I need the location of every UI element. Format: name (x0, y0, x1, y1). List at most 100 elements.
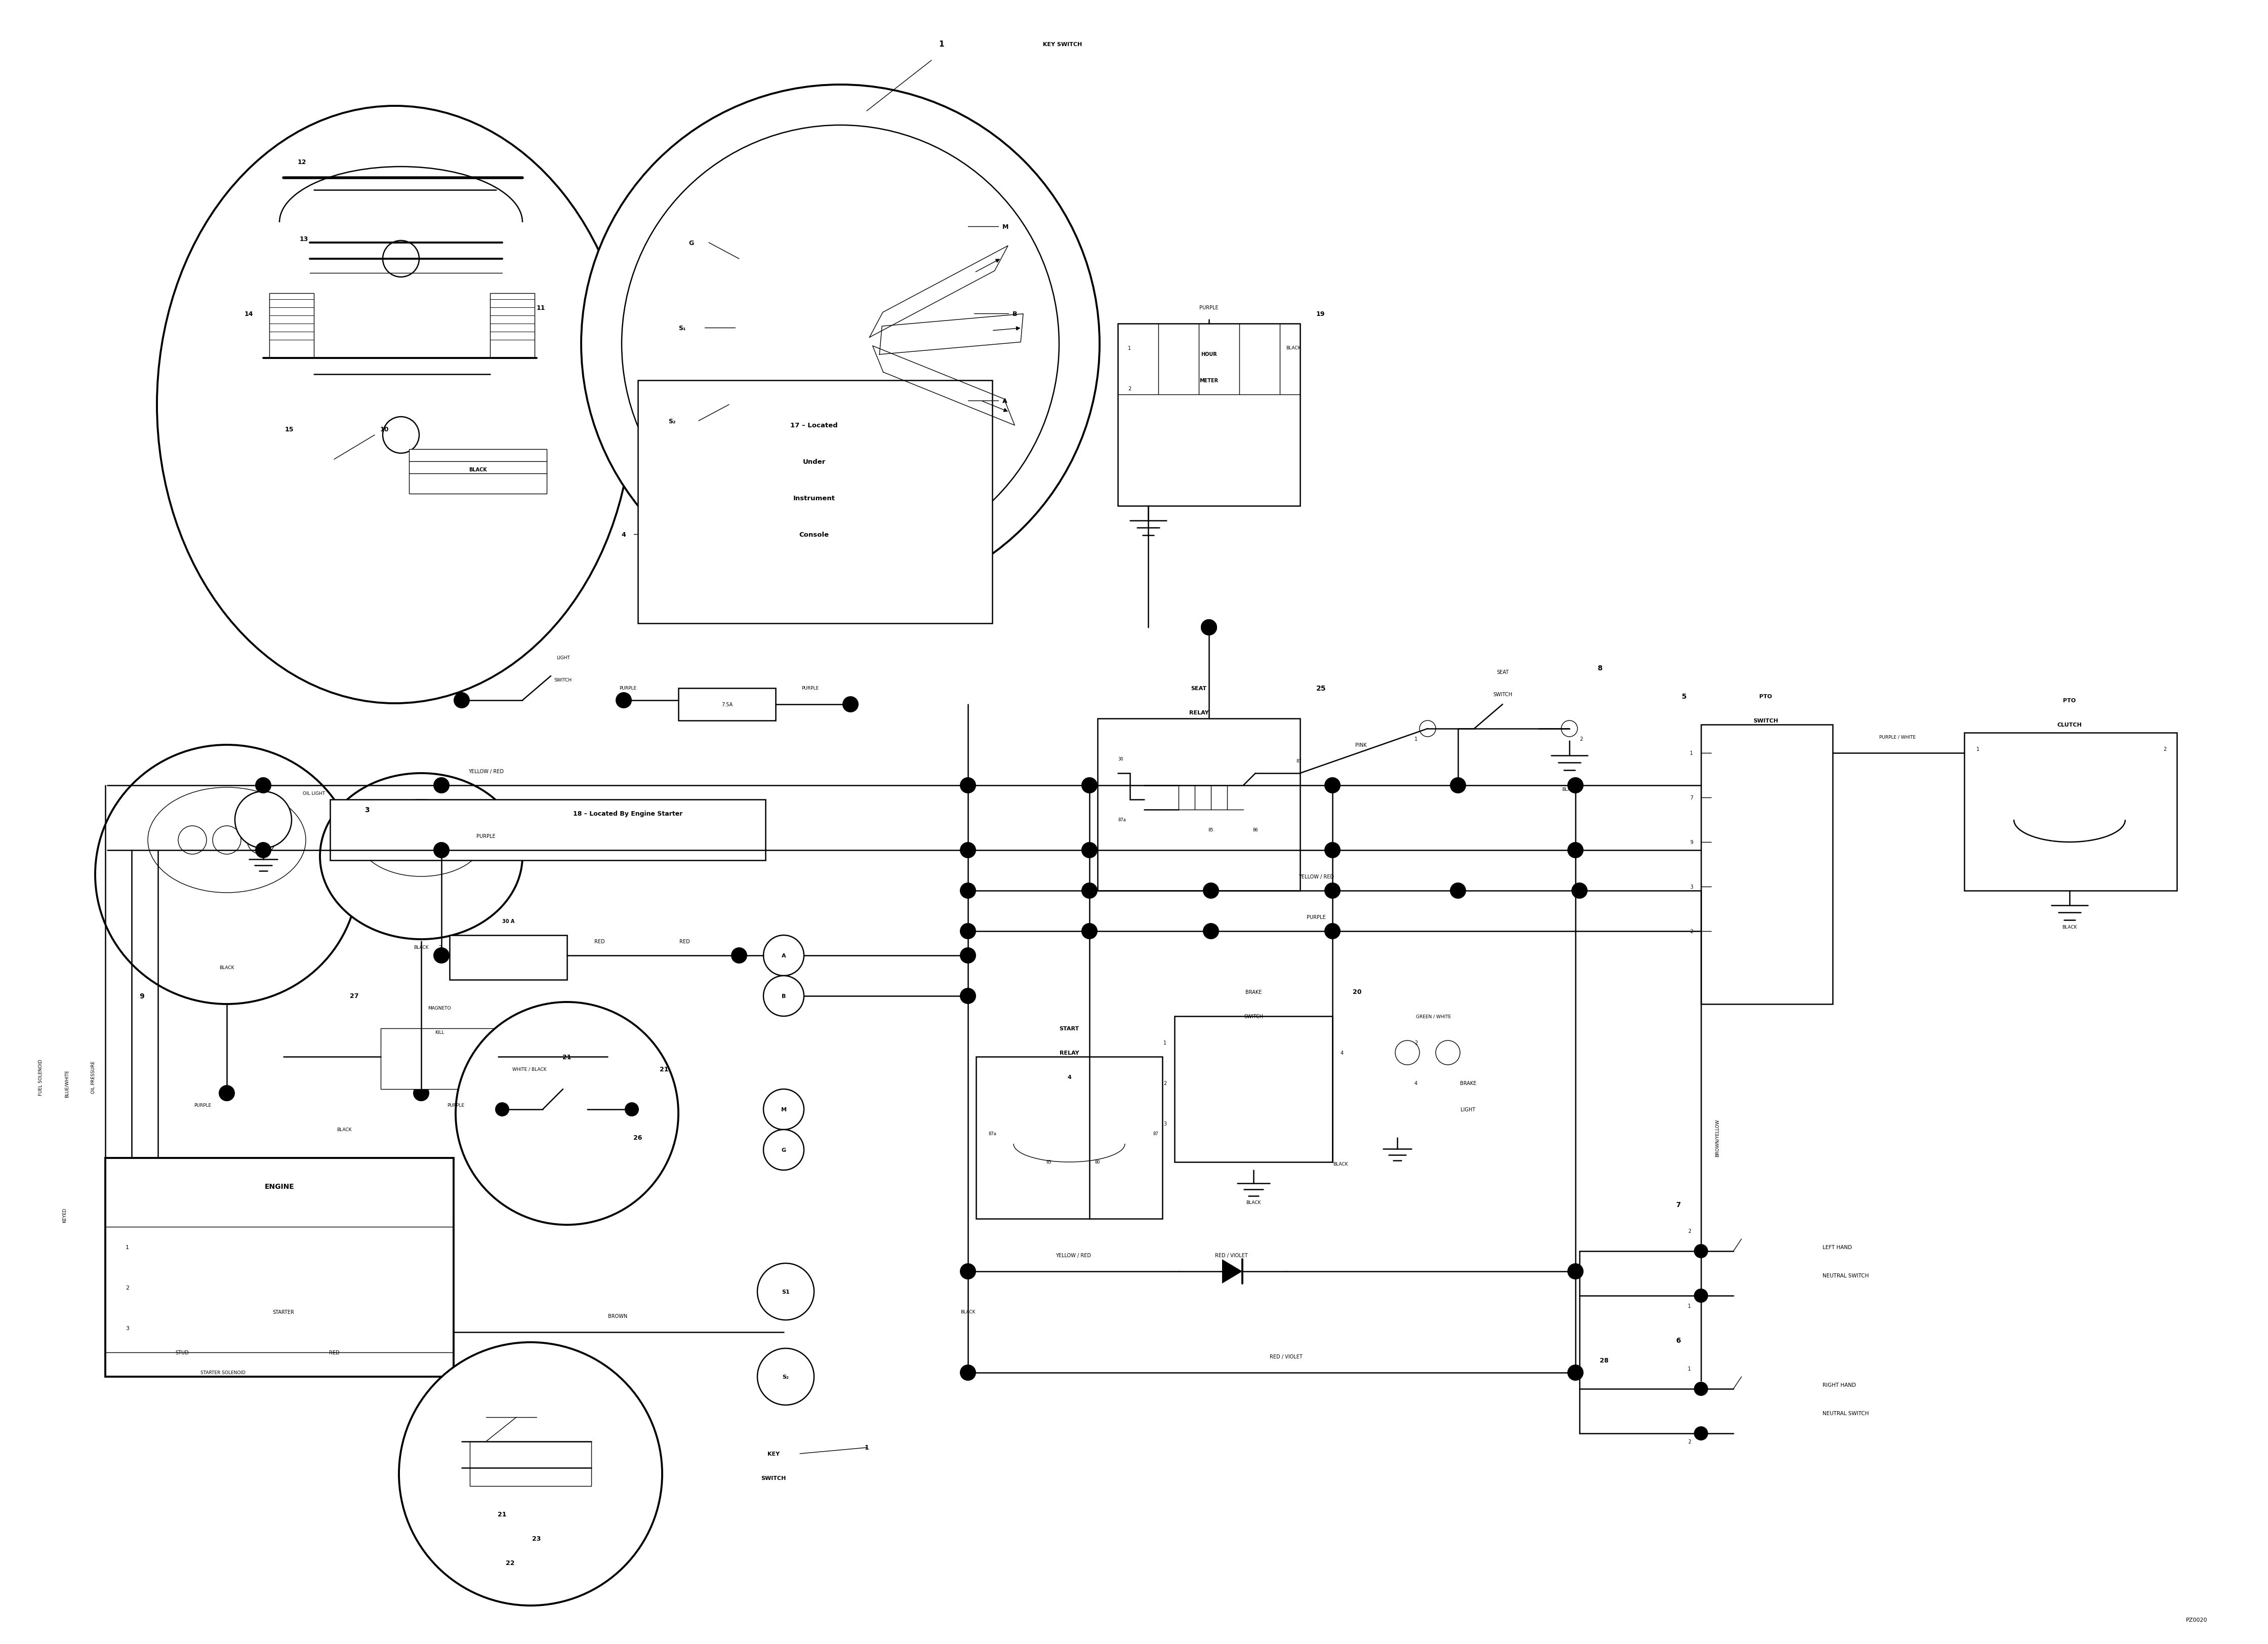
Text: PZ0020: PZ0020 (2186, 1618, 2207, 1623)
Circle shape (454, 692, 469, 709)
Circle shape (213, 825, 240, 855)
Circle shape (433, 778, 449, 794)
Circle shape (959, 924, 975, 939)
Circle shape (624, 1103, 640, 1116)
Text: PURPLE / WHITE: PURPLE / WHITE (1880, 735, 1916, 740)
Text: 2: 2 (438, 945, 442, 950)
Text: RED: RED (678, 939, 689, 944)
Circle shape (386, 825, 408, 850)
Ellipse shape (156, 107, 633, 704)
Circle shape (236, 792, 293, 848)
Text: 2: 2 (1579, 737, 1583, 741)
Text: 87a: 87a (989, 1131, 996, 1136)
Text: 3: 3 (125, 1325, 129, 1330)
Text: NEUTRAL SWITCH: NEUTRAL SWITCH (1823, 1411, 1869, 1415)
Text: 30 A: 30 A (501, 919, 515, 924)
Text: RED: RED (594, 939, 606, 944)
Text: BLUE/WHITE: BLUE/WHITE (64, 1069, 68, 1097)
Bar (1098, 718, 1300, 891)
Text: BLACK: BLACK (469, 467, 488, 472)
Text: 3: 3 (1690, 884, 1692, 889)
Circle shape (1572, 883, 1588, 899)
Text: STARTER: STARTER (272, 1309, 295, 1315)
Circle shape (1694, 1289, 1708, 1302)
Text: A: A (1002, 398, 1007, 404)
Text: 1: 1 (125, 1245, 129, 1249)
Circle shape (1200, 620, 1218, 636)
Text: 85: 85 (1046, 1161, 1052, 1164)
Text: 10: 10 (381, 426, 388, 432)
Circle shape (456, 1003, 678, 1225)
Circle shape (179, 825, 206, 855)
Circle shape (383, 418, 420, 454)
Text: 25: 25 (1315, 686, 1327, 692)
Circle shape (1567, 1263, 1583, 1279)
Text: 2: 2 (2164, 746, 2166, 751)
Text: 1: 1 (1415, 737, 1418, 741)
Text: SWITCH: SWITCH (553, 677, 572, 682)
Text: LIGHT: LIGHT (1461, 1106, 1476, 1111)
Text: B: B (782, 993, 785, 998)
Text: NEUTRAL SWITCH: NEUTRAL SWITCH (1823, 1272, 1869, 1277)
Circle shape (730, 947, 746, 963)
Text: PINK: PINK (1354, 743, 1368, 748)
Ellipse shape (147, 787, 306, 893)
Text: 19: 19 (1315, 311, 1325, 317)
Text: 20: 20 (1352, 988, 1361, 995)
Circle shape (1325, 778, 1340, 794)
Bar (381, 1029, 499, 1090)
Text: 86: 86 (1252, 829, 1259, 832)
Circle shape (1202, 883, 1220, 899)
Circle shape (959, 1263, 975, 1279)
Text: 2: 2 (125, 1286, 129, 1291)
Text: 5: 5 (1683, 692, 1687, 700)
Text: 4: 4 (621, 531, 626, 538)
Text: 9: 9 (138, 993, 145, 1000)
Bar (637, 381, 993, 623)
Circle shape (247, 825, 274, 855)
Circle shape (1449, 778, 1465, 794)
Bar (1118, 324, 1300, 506)
Text: 1: 1 (1127, 345, 1132, 350)
Bar (270, 294, 313, 358)
Text: 1: 1 (939, 41, 943, 48)
Text: PURPLE: PURPLE (801, 686, 819, 690)
Ellipse shape (358, 799, 483, 876)
Text: 14: 14 (245, 311, 254, 317)
Text: 15: 15 (286, 426, 293, 432)
Bar (1175, 1016, 1334, 1162)
Bar (1701, 725, 1833, 1004)
Text: YELLOW / RED: YELLOW / RED (1055, 1253, 1091, 1258)
Text: BROWN/YELLOW: BROWN/YELLOW (1715, 1120, 1719, 1157)
Text: OIL LIGHT: OIL LIGHT (302, 791, 324, 796)
Text: 87: 87 (1152, 1131, 1159, 1136)
Text: 7: 7 (1676, 1202, 1681, 1208)
Circle shape (599, 1049, 615, 1065)
Circle shape (433, 947, 449, 963)
Text: 1: 1 (1975, 746, 1980, 751)
Ellipse shape (320, 773, 522, 939)
Circle shape (1436, 1041, 1461, 1065)
Text: YELLOW / RED: YELLOW / RED (1300, 875, 1334, 880)
Circle shape (1082, 883, 1098, 899)
Circle shape (615, 692, 633, 709)
Circle shape (413, 1085, 429, 1101)
Text: BLACK: BLACK (1563, 787, 1576, 792)
Text: 85: 85 (1209, 829, 1213, 832)
Text: WHITE / BLACK: WHITE / BLACK (513, 1067, 547, 1072)
Circle shape (1449, 883, 1465, 899)
Polygon shape (1222, 1259, 1243, 1284)
Bar (469, 1442, 592, 1486)
Circle shape (758, 1348, 814, 1406)
Text: 12: 12 (297, 159, 306, 166)
Text: 3: 3 (365, 806, 370, 814)
Text: BRAKE: BRAKE (1245, 990, 1261, 995)
Circle shape (959, 1365, 975, 1381)
Bar (449, 935, 567, 980)
Text: 13: 13 (299, 235, 308, 242)
Text: 27: 27 (349, 993, 358, 1000)
Circle shape (1694, 1383, 1708, 1396)
Text: 4: 4 (1415, 1080, 1418, 1085)
Text: G: G (782, 1148, 787, 1152)
Text: S₂: S₂ (669, 418, 676, 424)
